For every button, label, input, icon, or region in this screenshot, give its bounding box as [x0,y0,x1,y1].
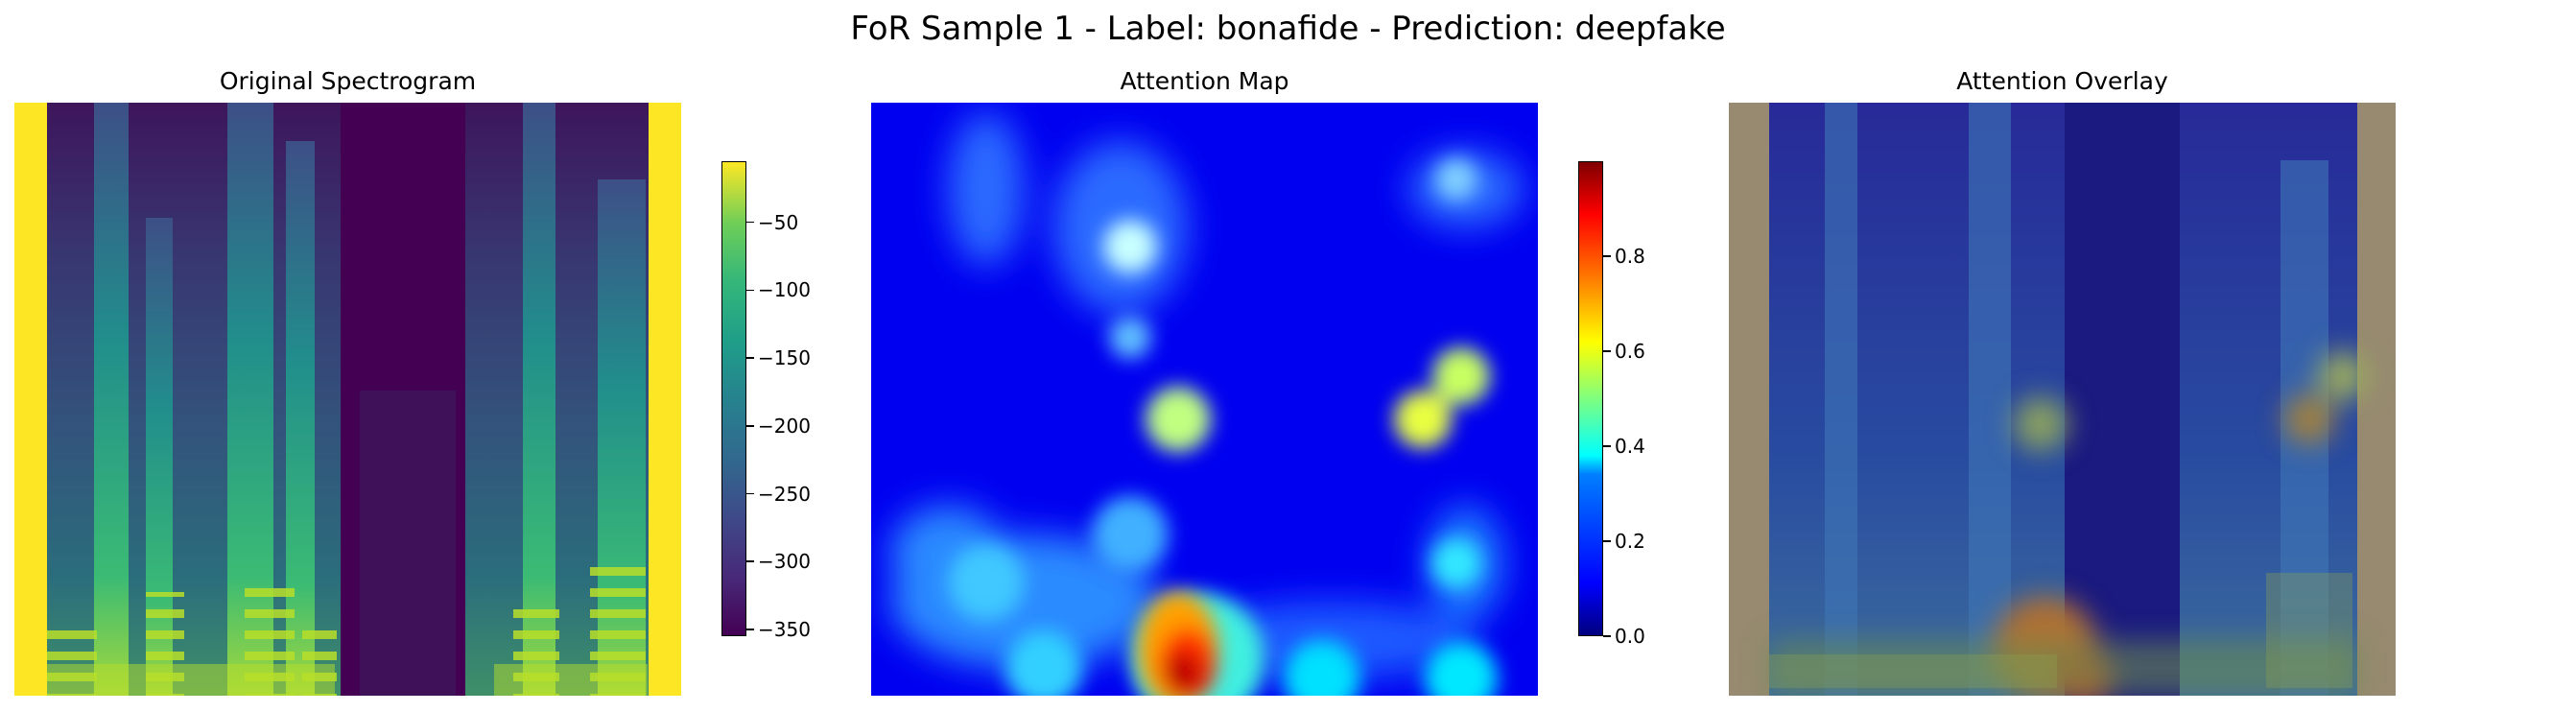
attention-colorbar-tickmark [1603,350,1611,352]
attention-colorbar-tick-label: 0.6 [1615,340,1645,363]
spectrogram-colorbar-tick-label: −150 [758,346,811,370]
figure-suptitle: FoR Sample 1 - Label: bonafide - Predict… [850,10,1726,48]
spectrogram-colorbar-tickmark [746,221,754,224]
spectrogram-colorbar-tickmark [746,357,754,359]
spectrogram-colorbar-tick-label: −300 [758,550,811,574]
overlay-title: Attention Overlay [1956,67,2168,95]
spectrogram-svg [14,103,681,696]
spectrogram-colorbar-tickmark [746,425,754,427]
overlay-image [1729,103,2396,696]
attention-colorbar-tickmark [1603,635,1611,637]
spectrogram-title: Original Spectrogram [219,67,477,95]
attention-colorbar-tick-label: 0.4 [1615,435,1645,458]
spectrogram-colorbar [721,161,746,636]
spectrogram-colorbar-tick-label: −50 [758,210,799,234]
spectrogram-colorbar-tickmark [746,560,754,562]
overlay-svg [1729,103,2396,696]
spectrogram-colorbar-tickmark [746,492,754,495]
spectrogram-colorbar-tick-label: −200 [758,414,811,438]
attention-map-title: Attention Map [1120,67,1289,95]
attention-colorbar-tick-label: 0.0 [1615,625,1645,648]
spectrogram-image [14,103,681,696]
spectrogram-colorbar-tickmark [746,629,754,630]
attention-colorbar-tick-label: 0.2 [1615,530,1645,553]
attention-colorbar-tickmark [1603,540,1611,542]
attention-colorbar-tick-label: 0.8 [1615,245,1645,268]
attention-map-image [871,103,1538,696]
attention-colorbar-tickmark [1603,255,1611,257]
attention-colorbar-tickmark [1603,445,1611,447]
spectrogram-colorbar-tick-label: −350 [758,617,811,641]
attention-colorbar [1578,161,1603,636]
spectrogram-colorbar-tickmark [746,289,754,292]
spectrogram-colorbar-tick-label: −250 [758,482,811,506]
attention-map-svg [871,103,1538,696]
spectrogram-colorbar-tick-label: −100 [758,278,811,302]
